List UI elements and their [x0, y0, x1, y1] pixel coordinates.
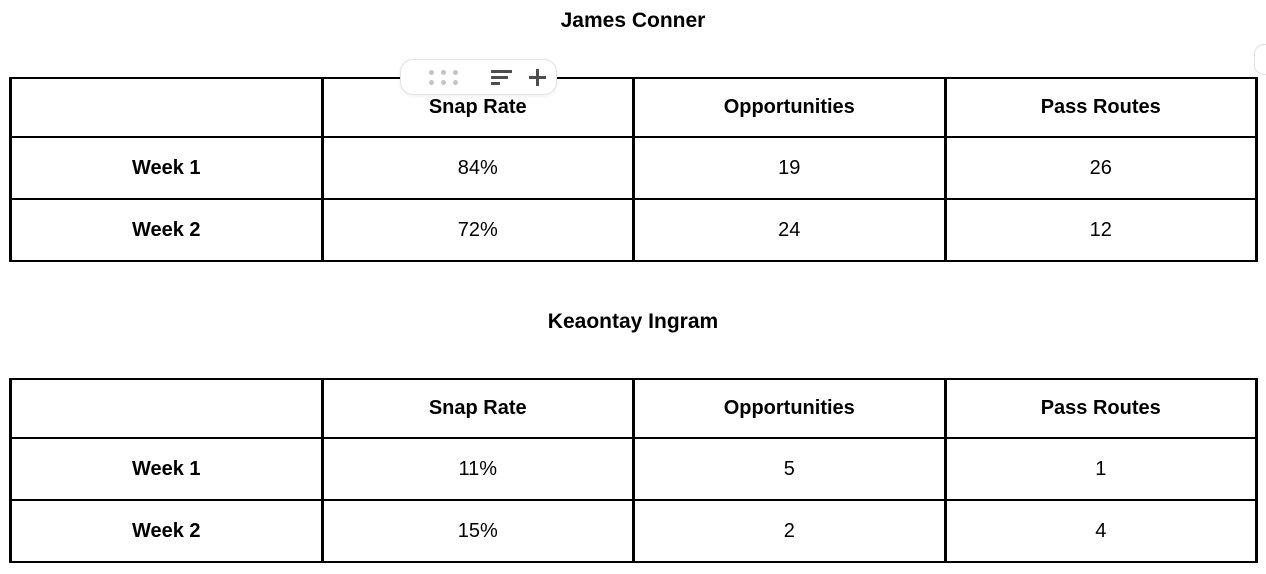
- table-row-week-2: Week 2 72% 24 12: [9, 198, 1258, 262]
- column-header-pass-routes[interactable]: Pass Routes: [943, 77, 1258, 138]
- drag-handle-dots-icon[interactable]: [429, 69, 458, 85]
- data-cell[interactable]: 72%: [320, 198, 635, 262]
- data-cell[interactable]: 84%: [320, 136, 635, 200]
- table-row-week-1: Week 1 84% 19 26: [9, 136, 1258, 200]
- align-left-icon[interactable]: [491, 69, 512, 85]
- table-row-week-1: Week 1 11% 5 1: [9, 437, 1258, 501]
- corner-cell[interactable]: [9, 378, 324, 439]
- table-header-row: Snap Rate Opportunities Pass Routes: [9, 378, 1258, 439]
- data-cell[interactable]: 24: [632, 198, 947, 262]
- row-label-cell[interactable]: Week 2: [9, 198, 324, 262]
- row-label-cell[interactable]: Week 1: [9, 437, 324, 501]
- column-header-pass-routes[interactable]: Pass Routes: [943, 378, 1258, 439]
- data-cell[interactable]: 5: [632, 437, 947, 501]
- stats-table-keaontay-ingram: Snap Rate Opportunities Pass Routes Week…: [9, 378, 1258, 563]
- data-cell[interactable]: 15%: [320, 499, 635, 563]
- data-cell[interactable]: 26: [943, 136, 1258, 200]
- column-header-snap-rate[interactable]: Snap Rate: [320, 378, 635, 439]
- table-header-row: Snap Rate Opportunities Pass Routes: [9, 77, 1258, 138]
- stats-table-james-conner: Snap Rate Opportunities Pass Routes Week…: [9, 77, 1258, 262]
- data-cell[interactable]: 4: [943, 499, 1258, 563]
- table-row-week-2: Week 2 15% 2 4: [9, 499, 1258, 563]
- table-title-keaontay-ingram: Keaontay Ingram: [547, 310, 719, 333]
- data-cell[interactable]: 19: [632, 136, 947, 200]
- column-header-opportunities[interactable]: Opportunities: [632, 77, 947, 138]
- column-header-opportunities[interactable]: Opportunities: [632, 378, 947, 439]
- corner-cell[interactable]: [9, 77, 324, 138]
- data-cell[interactable]: 1: [943, 437, 1258, 501]
- row-label-cell[interactable]: Week 2: [9, 499, 324, 563]
- data-cell[interactable]: 11%: [320, 437, 635, 501]
- plus-icon[interactable]: [529, 68, 546, 86]
- table-title-james-conner: James Conner: [560, 9, 706, 32]
- data-cell[interactable]: 2: [632, 499, 947, 563]
- row-label-cell[interactable]: Week 1: [9, 136, 324, 200]
- edge-toolbar-pill[interactable]: [1254, 44, 1266, 75]
- column-hover-toolbar[interactable]: [400, 59, 557, 95]
- data-cell[interactable]: 12: [943, 198, 1258, 262]
